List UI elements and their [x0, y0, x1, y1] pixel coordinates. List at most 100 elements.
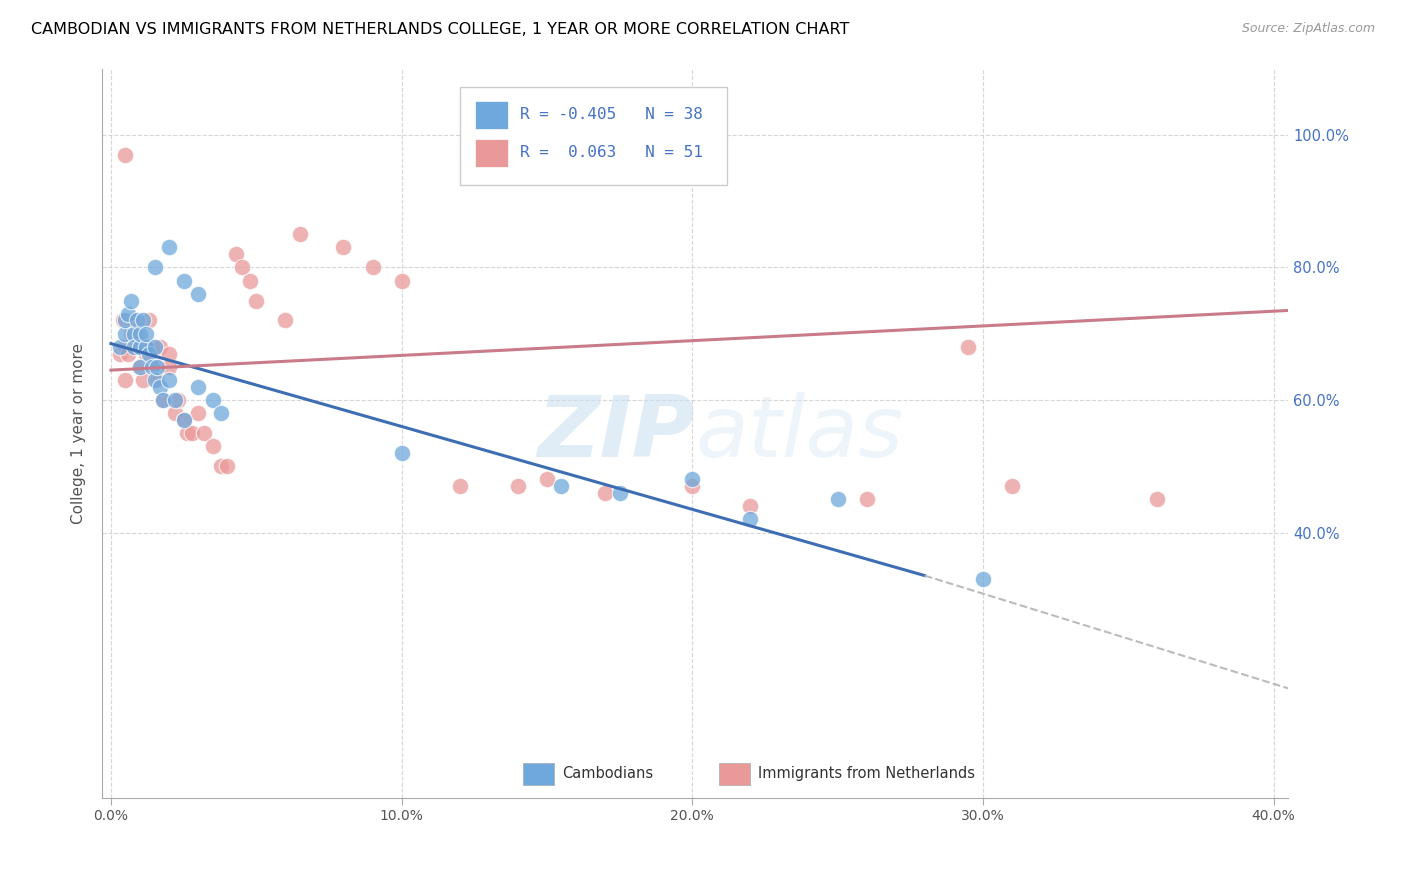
- Y-axis label: College, 1 year or more: College, 1 year or more: [72, 343, 86, 524]
- Point: [129, 326, 152, 341]
- FancyBboxPatch shape: [523, 763, 554, 785]
- Point: [114, 373, 136, 387]
- Point: [957, 340, 980, 354]
- Point: [550, 479, 572, 493]
- Point: [146, 359, 169, 374]
- FancyBboxPatch shape: [718, 763, 749, 785]
- Point: [217, 459, 239, 474]
- Point: [135, 340, 157, 354]
- Point: [114, 147, 136, 161]
- Point: [187, 286, 209, 301]
- Point: [120, 313, 142, 327]
- Point: [740, 499, 762, 513]
- Point: [245, 293, 267, 308]
- Point: [225, 247, 247, 261]
- Point: [141, 340, 163, 354]
- Text: atlas: atlas: [695, 392, 903, 475]
- Point: [135, 346, 157, 360]
- Point: [111, 313, 134, 327]
- Point: [157, 373, 180, 387]
- Point: [114, 340, 136, 354]
- Point: [157, 359, 180, 374]
- Point: [681, 473, 703, 487]
- Point: [122, 313, 145, 327]
- Text: Cambodians: Cambodians: [562, 766, 654, 781]
- Point: [201, 392, 224, 407]
- Point: [209, 459, 232, 474]
- Text: R = -0.405   N = 38: R = -0.405 N = 38: [520, 107, 703, 122]
- Point: [187, 380, 209, 394]
- Point: [129, 340, 152, 354]
- Point: [163, 406, 186, 420]
- Point: [239, 274, 262, 288]
- Point: [681, 479, 703, 493]
- Point: [143, 373, 166, 387]
- Point: [143, 340, 166, 354]
- Point: [120, 293, 142, 308]
- Point: [127, 313, 149, 327]
- Point: [288, 227, 311, 242]
- Point: [193, 426, 215, 441]
- Point: [173, 413, 195, 427]
- Point: [143, 359, 166, 374]
- Point: [173, 274, 195, 288]
- FancyBboxPatch shape: [475, 102, 508, 129]
- Point: [593, 485, 616, 500]
- Point: [391, 274, 413, 288]
- FancyBboxPatch shape: [460, 87, 727, 186]
- Text: R =  0.063   N = 51: R = 0.063 N = 51: [520, 145, 703, 160]
- Point: [146, 373, 169, 387]
- Point: [506, 479, 529, 493]
- Point: [1146, 492, 1168, 507]
- Point: [108, 340, 131, 354]
- Text: CAMBODIAN VS IMMIGRANTS FROM NETHERLANDS COLLEGE, 1 YEAR OR MORE CORRELATION CHA: CAMBODIAN VS IMMIGRANTS FROM NETHERLANDS…: [31, 22, 849, 37]
- Point: [117, 346, 139, 360]
- Point: [827, 492, 849, 507]
- Point: [391, 446, 413, 460]
- Point: [181, 426, 204, 441]
- Point: [141, 359, 163, 374]
- Point: [274, 313, 297, 327]
- Point: [132, 313, 155, 327]
- Point: [114, 326, 136, 341]
- Point: [152, 392, 174, 407]
- Point: [138, 346, 160, 360]
- Point: [972, 572, 994, 586]
- Point: [166, 392, 188, 407]
- Point: [740, 512, 762, 526]
- Point: [332, 240, 354, 254]
- Text: Immigrants from Netherlands: Immigrants from Netherlands: [758, 766, 974, 781]
- Point: [163, 392, 186, 407]
- Point: [129, 340, 152, 354]
- Point: [173, 413, 195, 427]
- FancyBboxPatch shape: [475, 139, 508, 167]
- Point: [152, 392, 174, 407]
- Point: [135, 326, 157, 341]
- Point: [149, 340, 172, 354]
- Point: [449, 479, 471, 493]
- Point: [855, 492, 877, 507]
- Text: Source: ZipAtlas.com: Source: ZipAtlas.com: [1241, 22, 1375, 36]
- Point: [209, 406, 232, 420]
- Point: [114, 313, 136, 327]
- Point: [609, 485, 631, 500]
- Point: [176, 426, 198, 441]
- Point: [157, 346, 180, 360]
- Point: [536, 473, 558, 487]
- Point: [129, 359, 152, 374]
- Text: ZIP: ZIP: [537, 392, 695, 475]
- Point: [231, 260, 253, 275]
- Point: [132, 373, 155, 387]
- Point: [122, 326, 145, 341]
- Point: [120, 326, 142, 341]
- Point: [117, 307, 139, 321]
- Point: [143, 260, 166, 275]
- Point: [138, 313, 160, 327]
- Point: [108, 346, 131, 360]
- Point: [127, 326, 149, 341]
- Point: [187, 406, 209, 420]
- Point: [361, 260, 384, 275]
- Point: [157, 240, 180, 254]
- Point: [122, 340, 145, 354]
- Point: [1001, 479, 1024, 493]
